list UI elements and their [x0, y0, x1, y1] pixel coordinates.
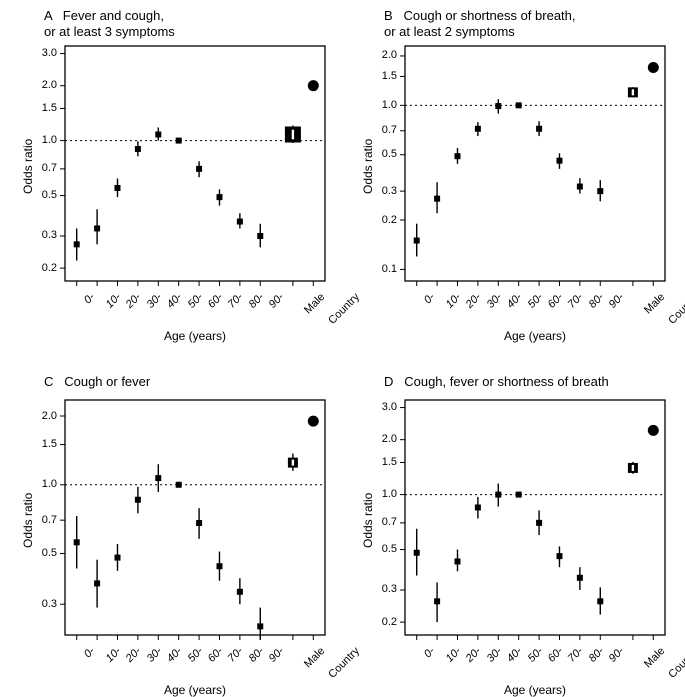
panel-title: B Cough or shortness of breath, or at le… [384, 8, 576, 41]
y-tick-label: 1.0 [42, 134, 57, 146]
y-tick-label: 0.7 [382, 124, 397, 136]
y-tick-label: 1.0 [382, 488, 397, 500]
y-tick-label: 0.3 [42, 229, 57, 241]
y-tick-label: 1.5 [382, 70, 397, 82]
y-tick-label: 1.5 [42, 102, 57, 114]
y-tick-label: 0.7 [42, 162, 57, 174]
y-tick-label: 1.5 [382, 456, 397, 468]
y-axis-label: Odds ratio [21, 492, 35, 547]
x-axis-label: Age (years) [405, 683, 665, 697]
y-tick-label: 2.0 [42, 79, 57, 91]
y-axis-label: Odds ratio [361, 138, 375, 193]
y-tick-label: 2.0 [382, 49, 397, 61]
y-tick-label: 2.0 [42, 410, 57, 422]
y-tick-label: 0.5 [42, 189, 57, 201]
y-tick-label: 0.2 [42, 262, 57, 274]
y-tick-label: 0.5 [42, 547, 57, 559]
y-tick-label: 1.0 [42, 478, 57, 490]
y-tick-label: 3.0 [42, 47, 57, 59]
y-tick-label: 0.7 [382, 516, 397, 528]
y-tick-label: 1.5 [42, 438, 57, 450]
y-tick-label: 0.5 [382, 148, 397, 160]
x-axis-label: Age (years) [405, 329, 665, 343]
panel-title: D Cough, fever or shortness of breath [384, 374, 609, 390]
panel-title: C Cough or fever [44, 374, 150, 390]
y-tick-label: 0.2 [382, 616, 397, 628]
y-tick-label: 0.3 [382, 185, 397, 197]
y-tick-label: 1.0 [382, 99, 397, 111]
y-axis-label: Odds ratio [21, 138, 35, 193]
panel-title: A Fever and cough, or at least 3 symptom… [44, 8, 175, 41]
y-axis-label: Odds ratio [361, 492, 375, 547]
x-axis-label: Age (years) [65, 683, 325, 697]
y-tick-label: 3.0 [382, 401, 397, 413]
x-axis-label: Age (years) [65, 329, 325, 343]
y-tick-label: 0.7 [42, 514, 57, 526]
y-tick-label: 0.3 [42, 598, 57, 610]
y-tick-label: 0.2 [382, 214, 397, 226]
y-tick-label: 0.5 [382, 543, 397, 555]
y-tick-label: 2.0 [382, 433, 397, 445]
y-tick-label: 0.1 [382, 263, 397, 275]
y-tick-label: 0.3 [382, 583, 397, 595]
